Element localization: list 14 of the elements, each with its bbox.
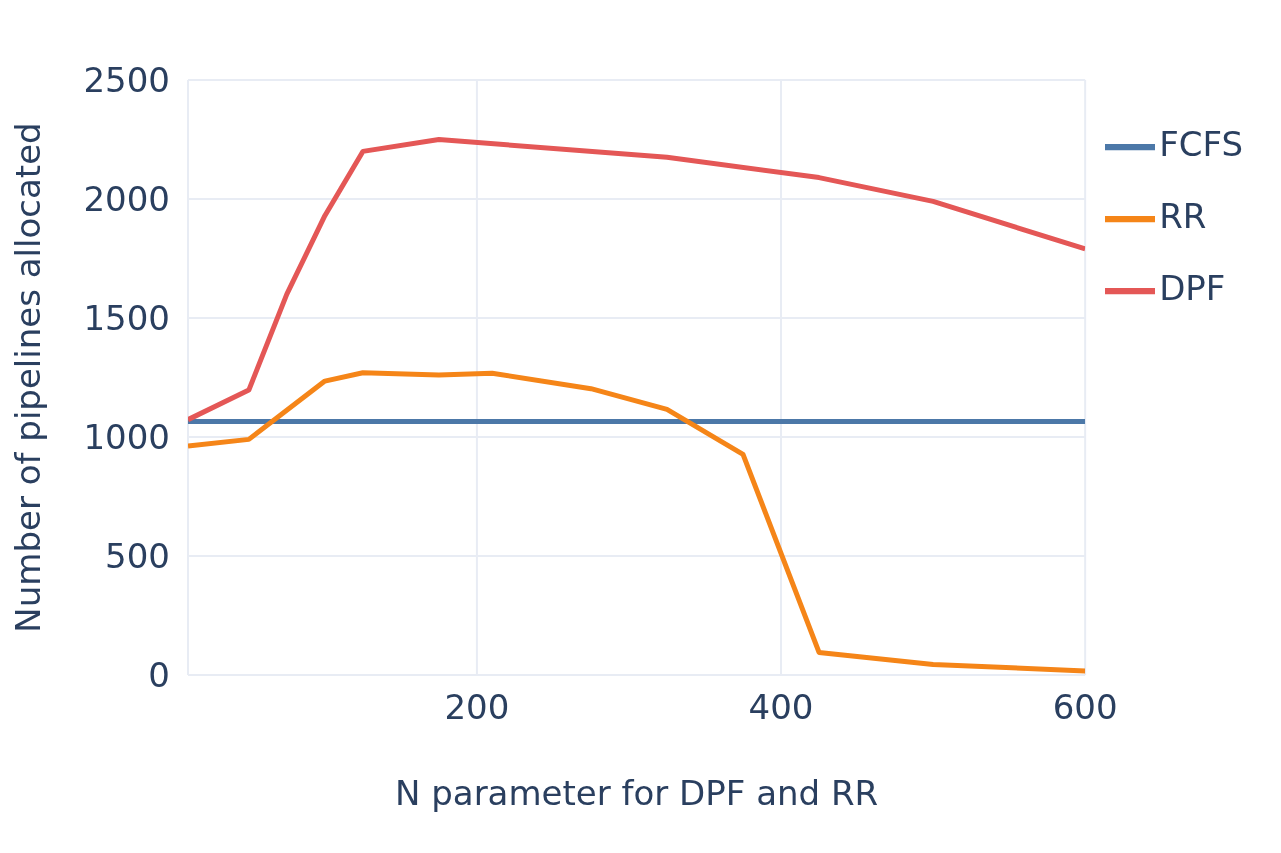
y-tick-label: 1500: [83, 298, 170, 339]
y-tick-label: 2000: [83, 179, 170, 220]
x-tick-label: 400: [748, 687, 814, 728]
y-axis-title: Number of pipelines allocated: [8, 122, 49, 633]
y-tick-label: 2500: [83, 60, 170, 101]
y-tick-label: 500: [105, 536, 170, 577]
legend-label: RR: [1159, 196, 1207, 236]
legend-label: FCFS: [1159, 124, 1243, 164]
x-tick-label: 200: [444, 687, 510, 728]
x-tick-label: 600: [1052, 687, 1118, 728]
legend-label: DPF: [1159, 268, 1226, 308]
y-tick-label: 0: [148, 655, 170, 696]
y-tick-label: 1000: [83, 417, 170, 458]
x-axis-title: N parameter for DPF and RR: [394, 773, 879, 813]
